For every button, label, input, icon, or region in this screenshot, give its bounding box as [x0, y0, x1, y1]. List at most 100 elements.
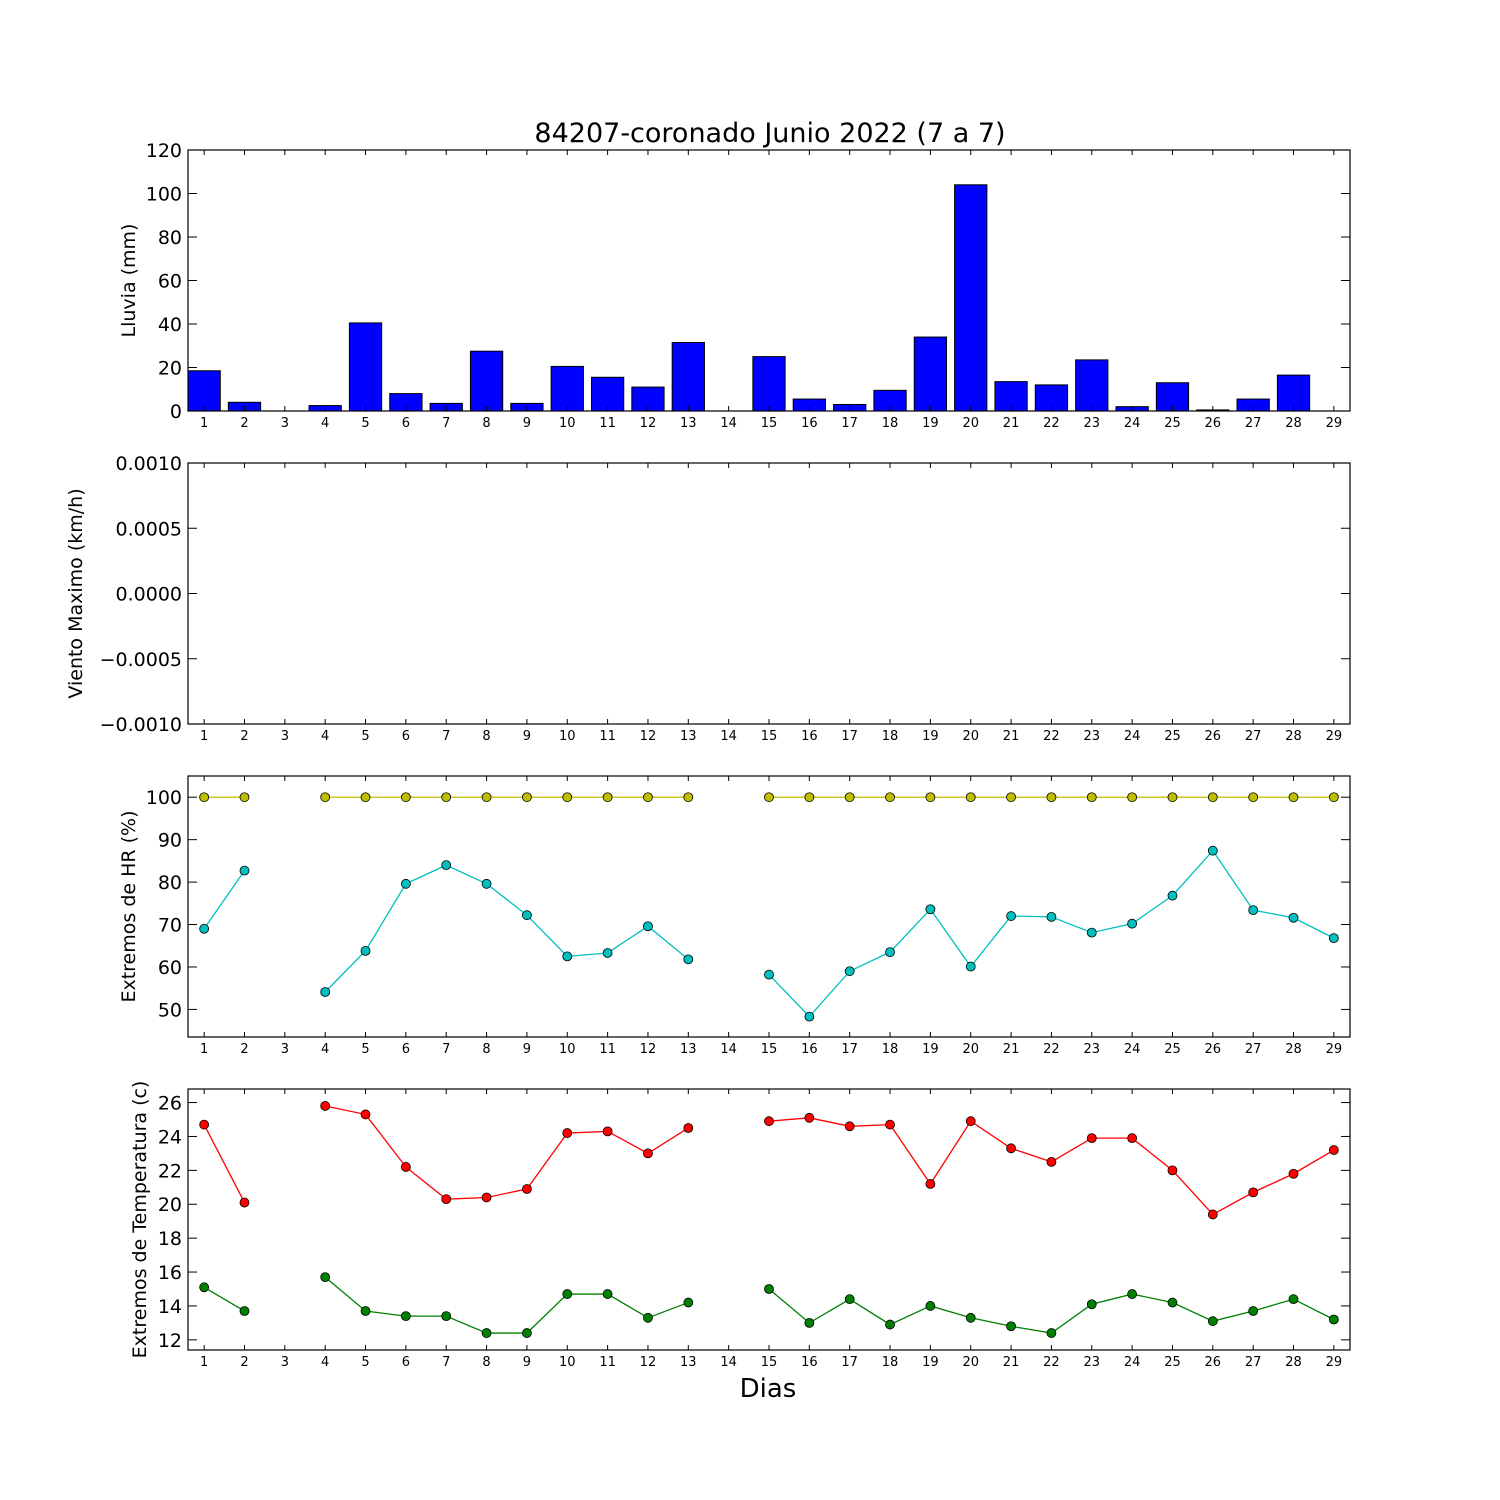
series-point-0 — [804, 792, 815, 803]
x-tick-label: 5 — [361, 729, 369, 744]
series-point-0 — [239, 792, 250, 803]
series-point-0 — [804, 1112, 815, 1123]
x-tick-label: 1 — [200, 1042, 208, 1057]
series-point-0 — [1328, 792, 1339, 803]
x-tick-label: 1 — [200, 1355, 208, 1370]
x-tick-label: 17 — [841, 1355, 858, 1370]
x-tick-label: 26 — [1205, 1355, 1222, 1370]
x-tick-label: 20 — [962, 729, 979, 744]
series-point-0 — [199, 1119, 210, 1130]
x-tick-label: 11 — [599, 729, 616, 744]
x-tick-label: 14 — [720, 1042, 737, 1057]
rain-bar — [671, 341, 705, 412]
series-point-0 — [360, 792, 371, 803]
series-point-1 — [1046, 912, 1057, 922]
series-point-1 — [1127, 918, 1138, 929]
x-tick-label: 9 — [523, 729, 531, 744]
x-tick-label: 28 — [1285, 729, 1302, 744]
x-tick-label: 11 — [599, 416, 616, 431]
series-point-0 — [1046, 792, 1057, 803]
series-point-0 — [764, 1116, 774, 1127]
series-point-0 — [400, 792, 411, 803]
series-point-0 — [1288, 792, 1299, 803]
y-axis-label: Extremos de Temperatura (c) — [129, 1081, 151, 1359]
y-tick-label: 12 — [158, 1330, 182, 1352]
series-line-1 — [768, 849, 1335, 1018]
x-tick-label: 9 — [523, 1042, 531, 1057]
x-tick-label: 27 — [1245, 416, 1262, 431]
y-tick-label: 24 — [158, 1126, 182, 1148]
temperature-panel: 1 2 3 4 5 6 7 8 9 10 11 12 13 14 15 16 17 18 19 20 21 22 23 24 2… — [129, 1081, 1351, 1370]
series-point-0 — [844, 1121, 855, 1132]
x-tick-label: 16 — [801, 416, 818, 431]
x-tick-label: 24 — [1124, 1042, 1141, 1057]
y-tick-label: 18 — [158, 1228, 182, 1250]
x-tick-label: 13 — [680, 1355, 697, 1370]
series-point-0 — [320, 1101, 331, 1111]
x-tick-label: 17 — [841, 1042, 858, 1057]
x-tick-label: 17 — [841, 416, 858, 431]
series-point-0 — [481, 792, 492, 803]
x-tick-label: 18 — [882, 1355, 899, 1370]
series-point-0 — [441, 1194, 452, 1205]
series-point-0 — [1046, 1156, 1057, 1167]
series-point-0 — [360, 1109, 371, 1120]
x-tick-label: 17 — [841, 729, 858, 744]
series-point-0 — [1086, 1133, 1097, 1144]
y-tick-label: 120 — [146, 140, 182, 162]
series-point-1 — [683, 1297, 694, 1308]
series-point-0 — [885, 1119, 895, 1130]
series-point-1 — [360, 1306, 371, 1316]
x-tick-label: 2 — [240, 416, 248, 431]
x-tick-label: 22 — [1043, 416, 1060, 431]
series-point-1 — [1046, 1328, 1057, 1338]
x-tick-label: 24 — [1124, 416, 1141, 431]
x-tick-label: 18 — [882, 729, 899, 744]
x-tick-label: 27 — [1245, 729, 1262, 744]
x-tick-label: 6 — [402, 416, 410, 431]
y-tick-label: 0 — [170, 401, 182, 423]
x-tick-label: 23 — [1084, 729, 1101, 744]
plot-frame — [187, 462, 1351, 725]
series-line-1 — [203, 870, 246, 930]
series-point-1 — [965, 961, 976, 972]
x-tick-label: 18 — [882, 416, 899, 431]
x-tick-label: 7 — [442, 729, 450, 744]
series-point-1 — [1086, 1299, 1097, 1310]
series-point-0 — [1207, 792, 1218, 803]
x-tick-label: 29 — [1326, 1355, 1343, 1370]
x-tick-label: 12 — [640, 1355, 657, 1370]
y-axis-label: Extremos de HR (%) — [118, 810, 140, 1002]
x-tick-label: 14 — [720, 729, 737, 744]
series-point-1 — [804, 1011, 815, 1022]
x-tick-label: 5 — [361, 1355, 369, 1370]
series-point-1 — [1328, 1314, 1339, 1325]
series-point-1 — [885, 947, 895, 958]
x-tick-label: 29 — [1326, 1042, 1343, 1057]
x-tick-label: 20 — [962, 1042, 979, 1057]
series-point-1 — [199, 1282, 210, 1293]
y-tick-label: 80 — [158, 872, 182, 894]
y-tick-label: 0.0000 — [116, 584, 182, 606]
series-point-1 — [1248, 905, 1259, 916]
x-tick-label: 20 — [962, 416, 979, 431]
x-tick-label: 29 — [1326, 416, 1343, 431]
x-tick-label: 6 — [402, 1042, 410, 1057]
x-tick-label: 24 — [1124, 729, 1141, 744]
series-point-1 — [1328, 933, 1339, 944]
x-tick-label: 22 — [1043, 1042, 1060, 1057]
series-point-0 — [400, 1162, 411, 1172]
series-point-1 — [320, 1272, 331, 1283]
series-point-1 — [844, 966, 855, 977]
wind-panel: 1 2 3 4 5 6 7 8 9 10 11 12 13 14 15 16 17 18 19 20 21 22 23 24 2… — [65, 453, 1351, 744]
x-tick-label: 5 — [361, 1042, 369, 1057]
series-point-1 — [1207, 845, 1218, 856]
x-tick-label: 14 — [720, 1355, 737, 1370]
x-tick-label: 12 — [640, 729, 657, 744]
x-tick-label: 15 — [761, 729, 778, 744]
rain-bar — [1075, 359, 1109, 412]
x-tick-label: 2 — [240, 1042, 248, 1057]
series-point-1 — [522, 910, 532, 921]
rain-bar — [187, 370, 221, 412]
series-point-0 — [643, 792, 653, 803]
